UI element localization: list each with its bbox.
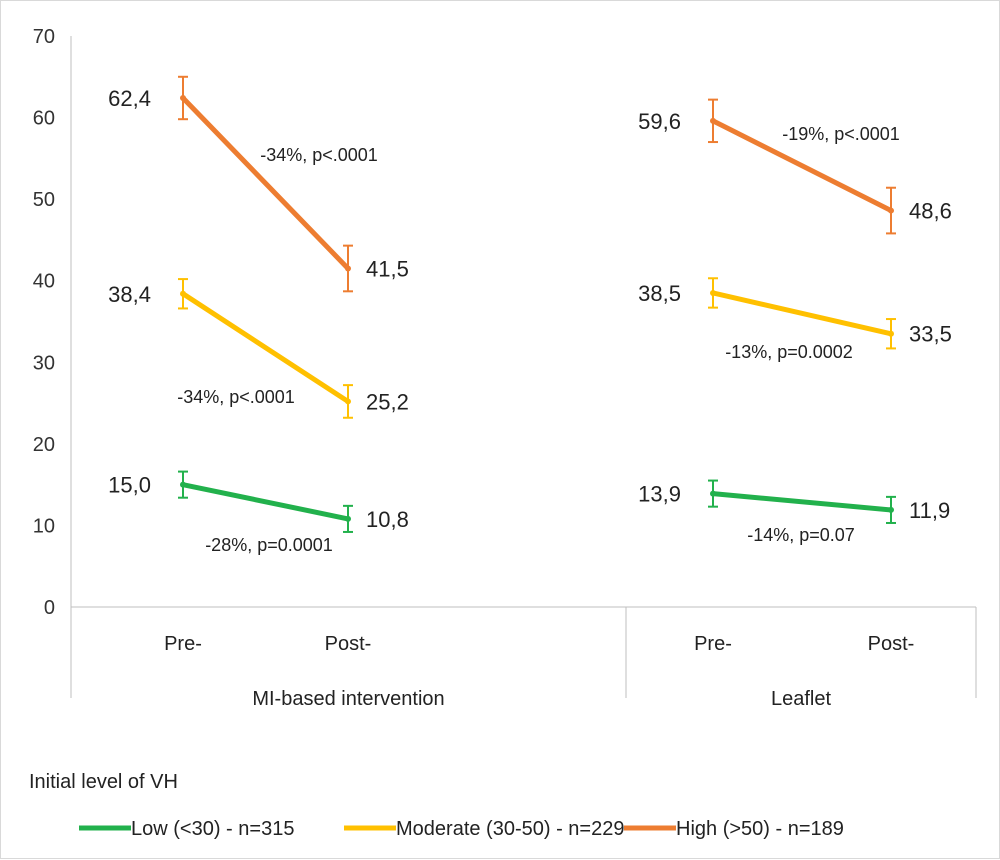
data-point [710, 490, 716, 497]
y-tick-label: 20 [33, 434, 55, 456]
y-tick-label: 50 [33, 189, 55, 211]
change-annotation: -14%, p=0.07 [747, 525, 855, 545]
series-line [710, 118, 894, 214]
data-point [888, 207, 894, 214]
series-line [180, 95, 351, 271]
y-tick-label: 0 [44, 597, 55, 619]
change-annotation: -13%, p=0.0002 [725, 342, 853, 362]
data-label: 33,5 [909, 322, 952, 347]
group-label: Leaflet [771, 688, 831, 710]
legend-entry-label: High (>50) - n=189 [676, 818, 844, 840]
data-point [180, 290, 186, 297]
x-category-label: Post- [868, 633, 915, 655]
y-tick-label: 30 [33, 352, 55, 374]
data-point [888, 330, 894, 337]
data-point [345, 398, 351, 405]
series-line [710, 290, 894, 337]
data-label: 11,9 [909, 498, 950, 523]
legend-entry-label: Moderate (30-50) - n=229 [396, 818, 624, 840]
data-label: 10,8 [366, 507, 409, 532]
data-label: 62,4 [108, 86, 151, 111]
y-tick-label: 70 [33, 26, 55, 48]
change-annotation: -28%, p=0.0001 [205, 535, 333, 555]
series-line [180, 291, 351, 404]
data-label: 15,0 [108, 473, 151, 498]
change-annotation: -34%, p<.0001 [260, 145, 378, 165]
data-point [180, 94, 186, 101]
y-tick-label: 40 [33, 271, 55, 293]
y-tick-label: 60 [33, 108, 55, 130]
data-point [345, 265, 351, 272]
change-annotation: -19%, p<.0001 [782, 124, 900, 144]
data-point [345, 515, 351, 522]
legend-entry-label: Low (<30) - n=315 [131, 818, 294, 840]
legend-title: Initial level of VH [29, 771, 178, 793]
series-line [710, 491, 894, 513]
data-label: 38,4 [108, 282, 151, 307]
data-point [180, 481, 186, 488]
data-point [710, 117, 716, 124]
data-label: 48,6 [909, 199, 952, 224]
x-category-label: Post- [325, 633, 372, 655]
y-tick-label: 10 [33, 515, 55, 537]
x-category-label: Pre- [694, 633, 732, 655]
series-line [180, 482, 351, 522]
data-label: 38,5 [638, 281, 681, 306]
data-label: 25,2 [366, 389, 409, 414]
data-label: 13,9 [638, 482, 681, 507]
data-label: 59,6 [638, 109, 681, 134]
change-annotation: -34%, p<.0001 [177, 387, 295, 407]
group-label: MI-based intervention [252, 688, 444, 710]
data-point [888, 506, 894, 513]
data-point [710, 289, 716, 296]
data-label: 41,5 [366, 256, 409, 281]
x-category-label: Pre- [164, 633, 202, 655]
